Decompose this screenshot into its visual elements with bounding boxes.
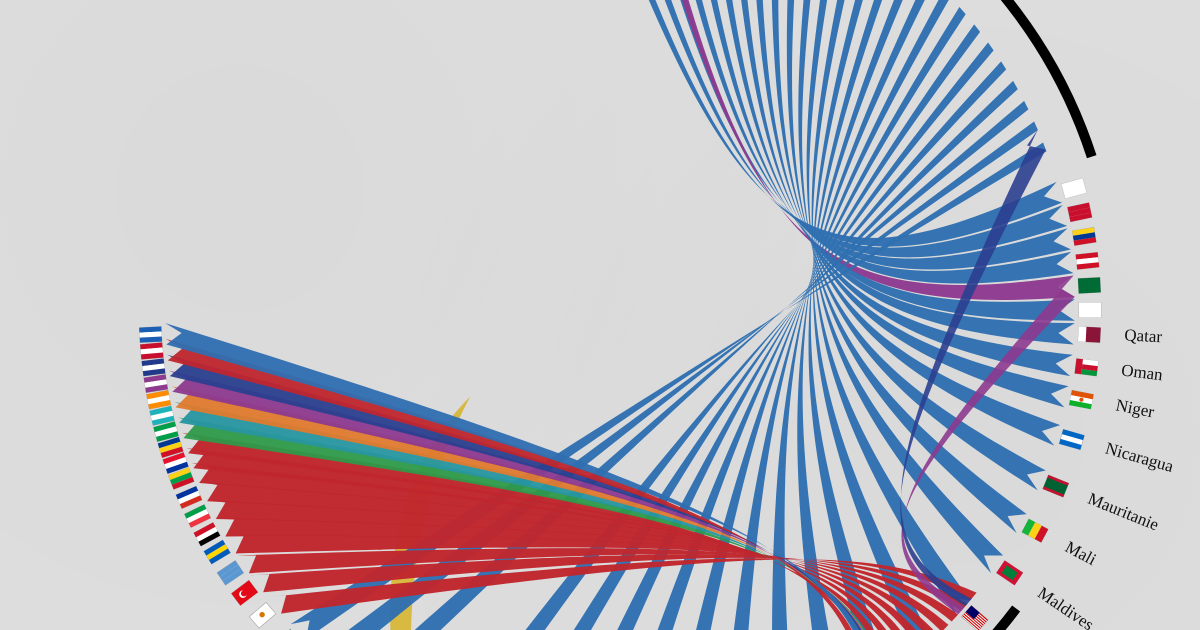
country-label: Qatar (1124, 325, 1163, 346)
flag-icon (144, 374, 168, 392)
flag-icon (204, 540, 231, 564)
flag-icon (1022, 519, 1048, 543)
flag-icon (140, 343, 163, 360)
country-label: Mali (1062, 537, 1100, 569)
flag-icon (249, 602, 275, 628)
flag-icon (217, 560, 244, 585)
flag-icon (961, 605, 987, 630)
flag-icon (194, 522, 220, 546)
flag-icon (176, 486, 202, 509)
country-label: Mauritanie (1085, 489, 1161, 535)
flag-icon (1067, 203, 1092, 222)
flag-icon (1075, 358, 1099, 376)
flag-icon (231, 580, 258, 605)
flag-icon (146, 390, 170, 409)
target-arc-israel (568, 0, 1092, 157)
country-label: Maldives (1034, 583, 1097, 630)
flag-icon (996, 560, 1023, 585)
flag-icon (1069, 390, 1093, 409)
flag-icon (1061, 178, 1086, 198)
chord-diagram: Qatar Oman Niger Nicaragua MauritanieMali Mal… (0, 0, 1200, 630)
flag-icon (1079, 303, 1101, 318)
flag-icon (1059, 429, 1084, 449)
flag-icon (142, 358, 166, 376)
flag-icon (184, 504, 210, 527)
country-label: Niger (1114, 395, 1156, 421)
country-label: Oman (1120, 361, 1164, 385)
flag-icon (1043, 475, 1069, 497)
flag-icon (139, 327, 162, 343)
flag-icon (1078, 277, 1101, 293)
country-label: Nicaragua (1103, 439, 1176, 477)
flag-icon (1076, 252, 1099, 269)
chord-svg: Qatar Oman Niger Nicaragua MauritanieMali Mal… (0, 0, 1200, 630)
flag-icon (1078, 327, 1101, 343)
flag-icon (1072, 227, 1096, 245)
